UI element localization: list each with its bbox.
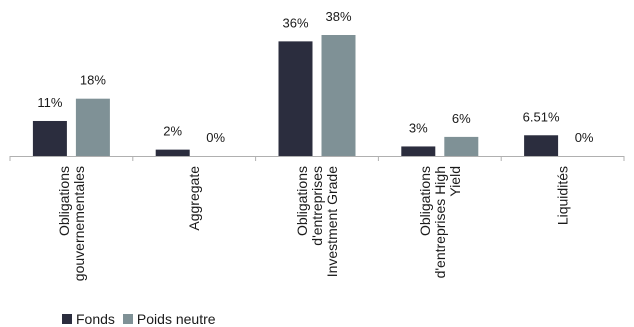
data-label-poids-neutre-0: 18% [80, 73, 106, 88]
category-label-3-line-2: Yield [447, 166, 463, 197]
legend-swatch-fonds [62, 314, 72, 324]
category-label-2-line-0: Obligations [294, 166, 310, 236]
bar-poids-neutre-3 [444, 136, 479, 156]
category-label-0-line-0: Obligations [56, 166, 72, 236]
bar-fonds-0 [32, 120, 67, 156]
category-label-2-line-2: Investment Grade [324, 166, 340, 277]
category-label-3: Obligations d'entreprises High Yield [417, 166, 463, 278]
category-label-0-line-1: gouvernementales [71, 166, 87, 281]
data-label-poids-neutre-4: 0% [575, 130, 594, 145]
category-label-0: Obligations gouvernementales [56, 166, 87, 281]
category-label-1-line-0: Aggregate [186, 166, 202, 231]
data-label-fonds-3: 3% [409, 120, 428, 135]
bar-fonds-1 [155, 149, 190, 156]
legend: Fonds Poids neutre [62, 312, 224, 326]
bar-fonds-4 [524, 135, 559, 156]
data-label-fonds-4: 6.51% [523, 109, 560, 124]
legend-swatch-poids-neutre [122, 314, 133, 324]
category-label-3-line-0: Obligations [417, 166, 433, 236]
data-label-fonds-2: 36% [282, 15, 308, 30]
data-label-poids-neutre-1: 0% [206, 130, 225, 145]
bar-fonds-2 [278, 41, 313, 156]
data-label-fonds-0: 11% [37, 95, 62, 110]
category-label-4-line-0: Liquidités [555, 166, 571, 225]
category-label-1: Aggregate [186, 166, 202, 231]
data-label-poids-neutre-2: 38% [325, 9, 351, 24]
bar-poids-neutre-2 [321, 35, 356, 156]
bar-fonds-3 [401, 146, 436, 156]
legend-label-poids-neutre: Poids neutre [136, 311, 216, 327]
data-label-fonds-1: 2% [163, 124, 182, 139]
legend-item-fonds: Fonds [62, 312, 115, 326]
category-label-3-line-1: d'entreprises High [432, 166, 448, 278]
data-label-poids-neutre-3: 6% [452, 111, 471, 126]
legend-item-poids-neutre: Poids neutre [122, 311, 216, 327]
category-label-2: Obligations d'entreprises Investment Grade [294, 166, 340, 277]
bar-poids-neutre-0 [75, 98, 110, 156]
category-label-4: Liquidités [555, 166, 571, 225]
legend-label-fonds: Fonds [76, 311, 115, 327]
category-label-2-line-1: d'entreprises [309, 166, 325, 246]
